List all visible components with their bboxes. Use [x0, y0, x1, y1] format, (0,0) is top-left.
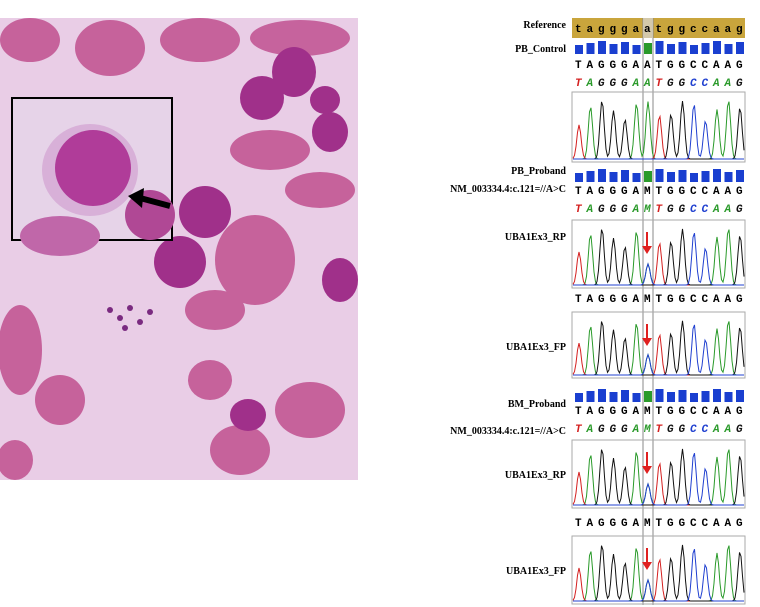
- quality-bar: [632, 393, 641, 402]
- quality-bar: [632, 45, 641, 54]
- trace-box: [571, 219, 746, 289]
- quality-bar: [621, 390, 629, 402]
- quality-bar: [598, 41, 606, 54]
- sample-label: PB_Control: [515, 44, 566, 55]
- quality-bar: [644, 391, 652, 402]
- quality-bar: [736, 390, 744, 402]
- quality-bar: [678, 42, 687, 54]
- trace: [573, 321, 744, 376]
- quality-bar: [655, 389, 664, 402]
- sample-label: BM_Proband: [508, 399, 567, 410]
- quality-bar: [724, 392, 733, 402]
- quality-bar: [713, 41, 721, 54]
- sample-label: UBA1Ex3_RP: [505, 470, 566, 481]
- quality-bar: [724, 44, 733, 54]
- quality-bar: [701, 171, 710, 182]
- arrow-head: [642, 466, 652, 474]
- quality-bar: [632, 173, 641, 182]
- sample-label: Reference: [523, 20, 566, 31]
- trace: [573, 544, 745, 602]
- quality-bar: [644, 171, 652, 182]
- trace: [573, 453, 744, 506]
- quality-bar: [575, 393, 583, 402]
- trace: [573, 233, 744, 286]
- trace: [573, 545, 744, 602]
- trace: [573, 229, 744, 286]
- sample-label: PB_Proband: [511, 166, 566, 177]
- trace-box: [571, 91, 746, 163]
- quality-bar: [575, 173, 583, 182]
- trace: [573, 105, 744, 160]
- trace: [573, 549, 744, 602]
- micrograph: [0, 18, 358, 480]
- quality-bar: [736, 170, 744, 182]
- quality-bar: [690, 45, 698, 54]
- quality-bar: [586, 171, 595, 182]
- trace: [573, 228, 745, 286]
- arrow-head: [642, 338, 652, 346]
- arrow-head: [642, 246, 652, 254]
- quality-bar: [701, 43, 710, 54]
- quality-bar: [609, 44, 618, 54]
- quality-bar: [713, 389, 721, 402]
- quality-bar: [724, 172, 733, 182]
- quality-bar: [621, 42, 629, 54]
- quality-bar: [609, 392, 618, 402]
- quality-bar: [713, 169, 721, 182]
- quality-bar: [690, 393, 698, 402]
- quality-bar: [586, 391, 595, 402]
- arrow-head: [642, 562, 652, 570]
- sample-label: UBA1Ex3_RP: [505, 232, 566, 243]
- quality-bar: [667, 392, 675, 402]
- quality-bar: [736, 42, 744, 54]
- quality-bar: [609, 172, 618, 182]
- quality-bar: [655, 169, 664, 182]
- trace: [573, 449, 744, 506]
- trace: [573, 101, 745, 160]
- sample-label: NM_003334.4:c.121=//A>C: [450, 184, 566, 195]
- quality-bar: [690, 173, 698, 182]
- trace-box: [571, 311, 746, 379]
- quality-bar: [678, 390, 687, 402]
- trace: [573, 448, 745, 506]
- sample-label: NM_003334.4:c.121=//A>C: [450, 426, 566, 437]
- quality-bar: [678, 170, 687, 182]
- quality-bar: [575, 45, 583, 54]
- quality-bar: [667, 44, 675, 54]
- quality-bar: [701, 391, 710, 402]
- chromatogram-panel: [572, 18, 745, 605]
- quality-bar: [667, 172, 675, 182]
- trace-box: [571, 535, 746, 605]
- trace: [573, 101, 744, 160]
- quality-bar: [598, 389, 606, 402]
- quality-bar: [621, 170, 629, 182]
- quality-bar: [655, 41, 664, 54]
- sample-label: UBA1Ex3_FP: [506, 566, 566, 577]
- quality-bar: [598, 169, 606, 182]
- quality-bar: [644, 43, 652, 54]
- quality-bar: [586, 43, 595, 54]
- sample-label: UBA1Ex3_FP: [506, 342, 566, 353]
- trace-box: [571, 439, 746, 509]
- trace: [573, 324, 744, 376]
- trace: [573, 320, 745, 376]
